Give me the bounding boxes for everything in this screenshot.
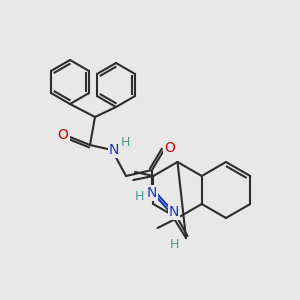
Text: H: H [134,190,144,203]
Text: H: H [120,136,130,148]
Text: H: H [169,238,179,250]
Text: N: N [169,205,179,219]
Text: N: N [109,143,119,157]
Text: O: O [58,128,68,142]
Text: O: O [165,141,176,155]
Text: N: N [147,186,157,200]
